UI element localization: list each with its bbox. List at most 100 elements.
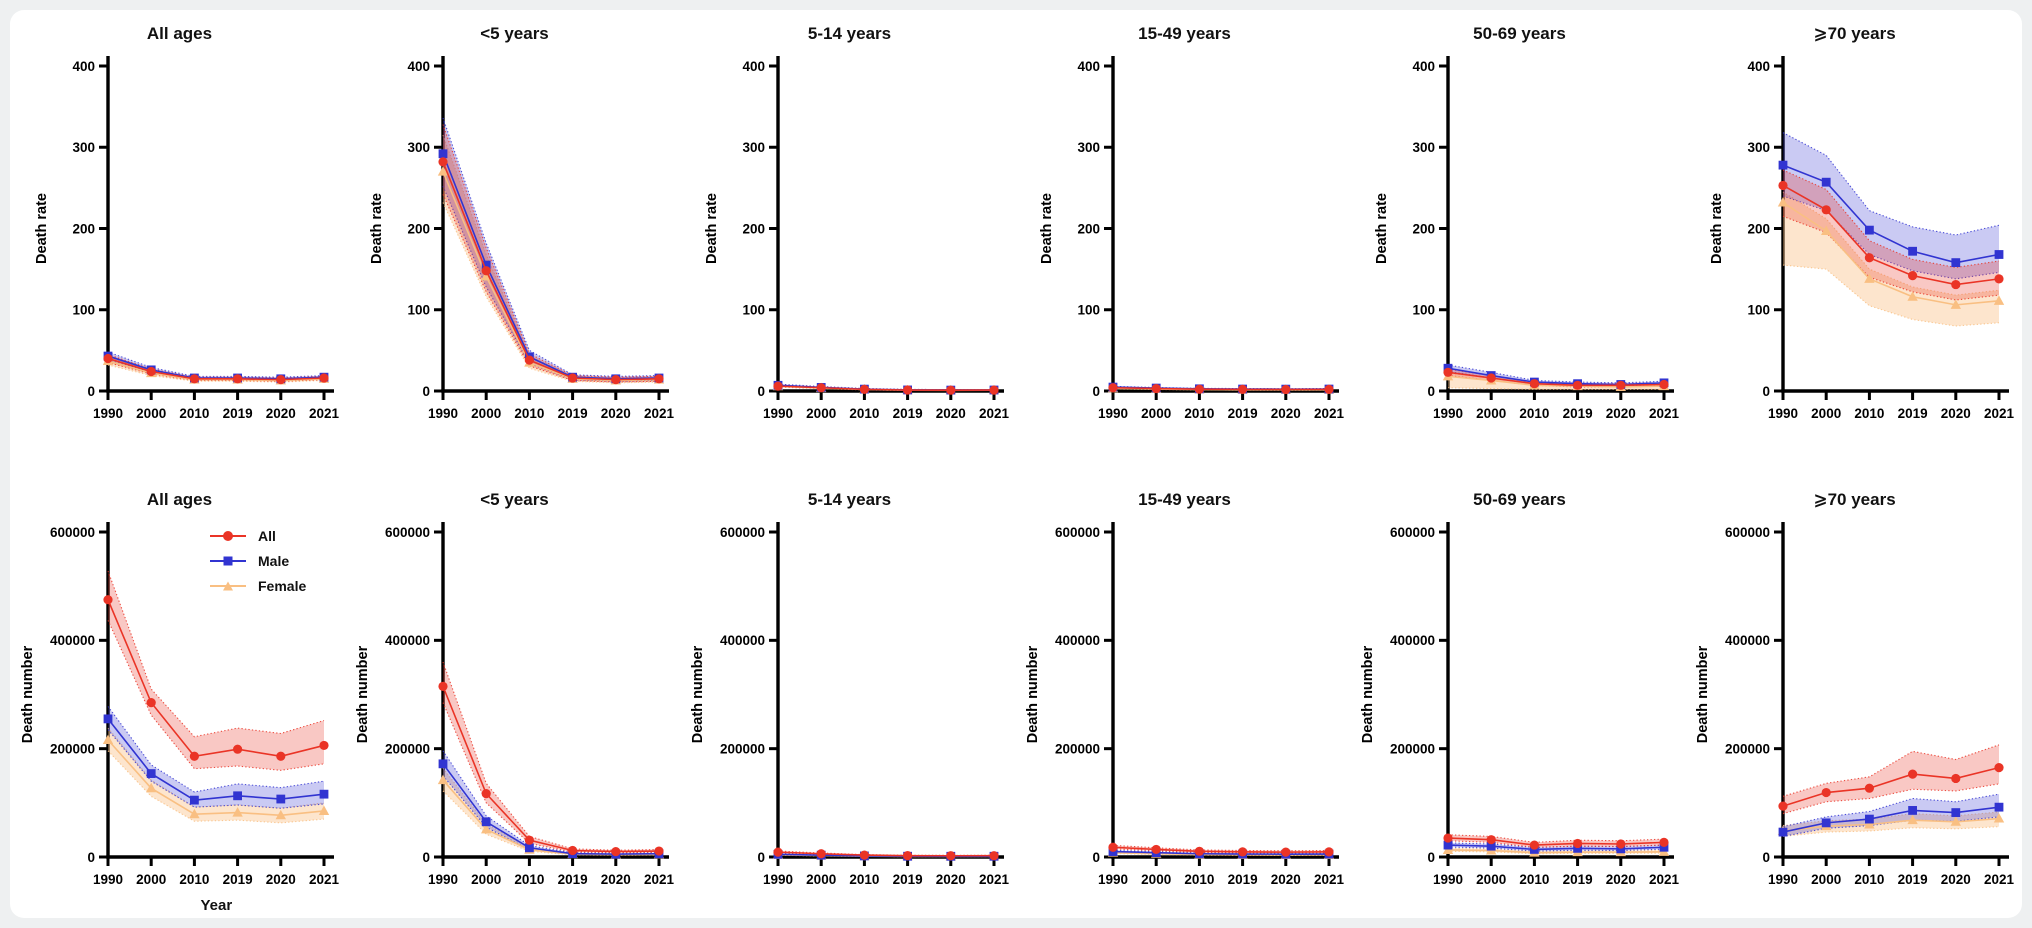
svg-text:400000: 400000 [1725,633,1770,648]
svg-text:400: 400 [742,59,765,74]
svg-text:100: 100 [407,303,430,318]
plot-rate-70plus: 0 100 200 300 400 1990 2000 2010 2019 2020 2021 Dea… [1709,56,2015,421]
svg-text:Death rate: Death rate [704,193,720,264]
svg-text:2021: 2021 [979,872,1010,887]
svg-text:300: 300 [1747,140,1770,155]
svg-text:2000: 2000 [1476,872,1506,887]
female-series-triangle-marker-icon [210,580,246,592]
svg-text:200: 200 [742,221,765,236]
plot-number-all-ages: 0 200000 400000 600000 1990 2000 2010 2019 2020 2… [20,522,340,887]
svg-text:2000: 2000 [1811,872,1841,887]
chart-cell-rate-50-69: 50-69 years 0 100 200 300 400 1990 2000 2010 201… [1352,12,1687,460]
svg-text:200000: 200000 [385,741,430,756]
svg-text:Death rate: Death rate [369,193,385,264]
chart-title: 5-14 years [807,490,892,509]
svg-text:2019: 2019 [558,406,588,421]
chart-cell-rate-all-ages: All ages 0 100 200 300 400 1990 2000 2010 2019 20… [12,12,347,460]
svg-text:1990: 1990 [1433,872,1463,887]
svg-text:2010: 2010 [1184,872,1214,887]
svg-text:2019: 2019 [223,406,253,421]
plot-number-50-69: 0 200000 400000 600000 1990 2000 2010 2019 2020 2… [1360,522,1680,887]
chart-cell-rate-5-14: 5-14 years 0 100 200 300 400 1990 2000 2010 2019… [682,12,1017,460]
figure-panel: All ages 0 100 200 300 400 1990 2000 2010 2019 20… [10,10,2022,918]
svg-text:1990: 1990 [1433,406,1463,421]
svg-text:600000: 600000 [50,525,95,540]
svg-text:Death rate: Death rate [1709,193,1725,264]
svg-text:2021: 2021 [1314,872,1345,887]
svg-text:2021: 2021 [1984,406,2015,421]
svg-text:1990: 1990 [1768,406,1798,421]
svg-text:100: 100 [72,303,95,318]
svg-text:Death rate: Death rate [34,193,50,264]
svg-text:2000: 2000 [136,872,166,887]
svg-text:0: 0 [757,384,765,399]
svg-text:2010: 2010 [179,406,209,421]
svg-text:2010: 2010 [514,406,544,421]
chart-title: 15-49 years [1138,490,1231,509]
plot-rate-5-14: 0 100 200 300 400 1990 2000 2010 2019 2020 2021 Dea… [704,56,1010,421]
svg-text:2010: 2010 [514,872,544,887]
chart-cell-rate-15-49: 15-49 years 0 100 200 300 400 1990 2000 2010 201… [1017,12,1352,460]
svg-text:2000: 2000 [806,406,836,421]
svg-text:2010: 2010 [849,406,879,421]
svg-text:2020: 2020 [1606,406,1636,421]
svg-text:200000: 200000 [1390,741,1435,756]
svg-text:2010: 2010 [1519,872,1549,887]
svg-text:Death number: Death number [690,645,706,743]
svg-text:0: 0 [1427,384,1435,399]
svg-text:2010: 2010 [1184,406,1214,421]
chart-cell-number-50-69: 50-69 years 0 200000 400000 600000 1990 2000 2… [1352,460,1687,918]
svg-text:2021: 2021 [1649,406,1680,421]
svg-text:1990: 1990 [763,872,793,887]
svg-text:2020: 2020 [1271,872,1301,887]
svg-text:0: 0 [1762,850,1770,865]
x-axis-title: Year [200,897,233,914]
svg-text:2000: 2000 [471,872,501,887]
svg-text:400: 400 [1412,59,1435,74]
svg-text:2010: 2010 [1854,406,1884,421]
svg-text:2019: 2019 [223,872,253,887]
chart-cell-number-all-ages: All ages 0 200000 400000 600000 1990 2000 2010… [12,460,347,918]
svg-text:0: 0 [87,850,95,865]
svg-text:100: 100 [742,303,765,318]
svg-text:300: 300 [407,140,430,155]
svg-text:2019: 2019 [893,872,923,887]
svg-text:0: 0 [422,850,430,865]
svg-text:2021: 2021 [1984,872,2015,887]
svg-text:2021: 2021 [979,406,1010,421]
svg-text:2019: 2019 [1898,872,1928,887]
chart-title: <5 years [480,490,549,509]
svg-text:2010: 2010 [849,872,879,887]
legend-label: Male [258,553,290,569]
svg-text:200000: 200000 [50,741,95,756]
svg-text:2019: 2019 [558,872,588,887]
chart-title: ⩾70 years [1813,490,1896,509]
chart-cell-number-15-49: 15-49 years 0 200000 400000 600000 1990 2000 2… [1017,460,1352,918]
plot-rate-all-ages: 0 100 200 300 400 1990 2000 2010 2019 2020 2021 Dea… [34,56,340,421]
svg-text:1990: 1990 [1098,406,1128,421]
svg-text:2020: 2020 [1941,872,1971,887]
svg-text:1990: 1990 [93,872,123,887]
svg-text:1990: 1990 [763,406,793,421]
svg-text:300: 300 [72,140,95,155]
svg-text:100: 100 [1747,303,1770,318]
chart-title: 5-14 years [807,24,892,43]
all-series-circle-marker-icon [210,530,246,542]
svg-text:2010: 2010 [179,872,209,887]
svg-text:2020: 2020 [266,406,296,421]
svg-text:Death rate: Death rate [1374,193,1390,264]
svg-text:400000: 400000 [1390,633,1435,648]
svg-text:2021: 2021 [309,872,340,887]
svg-text:400000: 400000 [385,633,430,648]
chart-title: 15-49 years [1138,24,1231,43]
svg-text:Death number: Death number [20,645,36,743]
svg-text:400000: 400000 [50,633,95,648]
chart-cell-rate-under5: <5 years 0 100 200 300 400 1990 2000 2010 2019 20… [347,12,682,460]
svg-text:2000: 2000 [1811,406,1841,421]
svg-text:200000: 200000 [1725,741,1770,756]
svg-text:400: 400 [1077,59,1100,74]
svg-text:2020: 2020 [1271,406,1301,421]
plot-number-5-14: 0 200000 400000 600000 1990 2000 2010 2019 2020 2… [690,522,1010,887]
chart-cell-rate-70plus: ⩾70 years 0 100 200 300 400 1990 2000 2010 2019 2… [1687,12,2022,460]
svg-text:2021: 2021 [644,872,675,887]
